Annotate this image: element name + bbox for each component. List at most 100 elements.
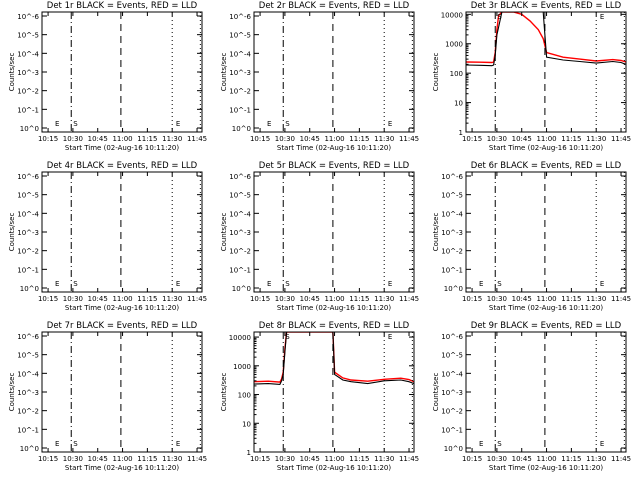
x-tick-label: 10:45: [88, 295, 108, 303]
plot-frame: [253, 11, 415, 133]
y-tick-label: 10^0: [444, 445, 463, 453]
plot-frame: [465, 331, 627, 453]
marker-label: S: [497, 440, 502, 448]
x-tick-label: 11:45: [187, 135, 207, 143]
x-tick-label: 10:45: [512, 135, 532, 143]
marker-label: E: [267, 120, 271, 128]
y-tick-label: 10^-2: [229, 88, 251, 96]
x-tick-label: 10:45: [512, 295, 532, 303]
chart-panel-4: Det 4r BLACK = Events, RED = LLD E S E 10:15…: [8, 161, 207, 312]
marker-label: E: [176, 440, 180, 448]
x-axis-label: Start Time (02-Aug-16 10:11:20): [277, 464, 391, 472]
y-tick-label: 10000: [441, 11, 463, 19]
chart-title: Det 8r BLACK = Events, RED = LLD: [259, 321, 410, 331]
y-tick-label: 10: [242, 420, 251, 428]
chart-panel-5: Det 5r BLACK = Events, RED = LLD E S E 10:15…: [220, 161, 419, 312]
x-axis-label: Start Time (02-Aug-16 10:11:20): [489, 144, 603, 152]
y-axis-label: Counts/sec: [8, 213, 16, 252]
plot-frame: [41, 11, 203, 133]
marker-label: S: [285, 280, 290, 288]
x-axis-label: Start Time (02-Aug-16 10:11:20): [277, 304, 391, 312]
y-axis-label: Counts/sec: [220, 213, 228, 252]
y-tick-label: 10^-5: [441, 192, 463, 200]
y-tick-label: 10^-2: [441, 408, 463, 416]
y-tick-label: 10^-3: [441, 389, 463, 397]
chart-title: Det 3r BLACK = Events, RED = LLD: [471, 1, 622, 11]
series-line-lld: [254, 332, 414, 383]
x-tick-label: 10:30: [275, 135, 295, 143]
y-tick-label: 1000: [445, 41, 463, 49]
x-tick-label: 10:15: [250, 135, 270, 143]
x-tick-label: 11:30: [162, 455, 182, 463]
plot-frame: [465, 11, 627, 133]
x-tick-label: 10:30: [63, 135, 83, 143]
y-tick-label: 10^-5: [17, 192, 39, 200]
x-tick-label: 11:30: [162, 295, 182, 303]
y-axis-label: Counts/sec: [220, 53, 228, 92]
y-tick-label: 10^-6: [229, 173, 251, 181]
x-tick-label: 10:30: [275, 455, 295, 463]
y-tick-label: 10^-4: [441, 370, 463, 378]
marker-label: S: [497, 280, 502, 288]
y-tick-label: 1: [247, 449, 251, 457]
x-tick-label: 11:45: [611, 135, 631, 143]
x-tick-label: 10:15: [38, 455, 58, 463]
x-tick-label: 11:30: [586, 135, 606, 143]
chart-title: Det 1r BLACK = Events, RED = LLD: [47, 1, 198, 11]
y-tick-label: 10^-4: [229, 50, 251, 58]
y-tick-label: 10^-3: [229, 229, 251, 237]
x-tick-label: 11:45: [399, 455, 419, 463]
y-tick-label: 10^-4: [229, 210, 251, 218]
y-axis-label: Counts/sec: [8, 373, 16, 412]
y-tick-label: 10^0: [20, 125, 39, 133]
marker-label: E: [55, 280, 59, 288]
y-tick-label: 10^-5: [229, 192, 251, 200]
marker-label: S: [497, 13, 502, 21]
x-tick-label: 10:15: [462, 295, 482, 303]
chart-title: Det 4r BLACK = Events, RED = LLD: [47, 161, 198, 171]
x-axis-label: Start Time (02-Aug-16 10:11:20): [489, 464, 603, 472]
y-tick-label: 10^-6: [17, 333, 39, 341]
y-tick-label: 10^-1: [17, 266, 39, 274]
x-tick-label: 10:15: [38, 135, 58, 143]
y-axis-label: Counts/sec: [8, 53, 16, 92]
y-tick-label: 10^-6: [17, 173, 39, 181]
x-tick-label: 11:30: [374, 295, 394, 303]
x-tick-label: 10:15: [250, 295, 270, 303]
y-tick-label: 100: [450, 70, 463, 78]
y-tick-label: 10^-5: [17, 32, 39, 40]
marker-label: S: [285, 333, 290, 341]
y-tick-label: 1000: [233, 363, 251, 371]
x-tick-label: 11:15: [349, 295, 369, 303]
x-tick-label: 11:15: [137, 135, 157, 143]
marker-label: E: [600, 280, 604, 288]
x-tick-label: 11:00: [324, 295, 344, 303]
y-tick-label: 10^-2: [229, 248, 251, 256]
marker-label: E: [600, 440, 604, 448]
y-tick-label: 10^0: [232, 125, 251, 133]
x-axis-label: Start Time (02-Aug-16 10:11:20): [65, 464, 179, 472]
x-tick-label: 10:15: [250, 455, 270, 463]
y-tick-label: 10^-3: [441, 229, 463, 237]
y-tick-label: 10^0: [232, 285, 251, 293]
x-tick-label: 10:30: [63, 295, 83, 303]
y-tick-label: 10^0: [444, 285, 463, 293]
y-tick-label: 10^-5: [17, 352, 39, 360]
chart-panel-9: Det 9r BLACK = Events, RED = LLD E S E 10:15…: [432, 321, 631, 472]
y-tick-label: 10^-5: [441, 352, 463, 360]
chart-title: Det 6r BLACK = Events, RED = LLD: [471, 161, 622, 171]
x-tick-label: 10:30: [63, 455, 83, 463]
x-axis-label: Start Time (02-Aug-16 10:11:20): [277, 144, 391, 152]
y-tick-label: 10^-1: [229, 106, 251, 114]
marker-label: E: [176, 280, 180, 288]
y-tick-label: 10^-1: [441, 426, 463, 434]
y-tick-label: 10^-1: [229, 266, 251, 274]
marker-label: E: [176, 120, 180, 128]
x-tick-label: 11:15: [561, 295, 581, 303]
x-tick-label: 10:15: [38, 295, 58, 303]
y-tick-label: 10000: [229, 334, 251, 342]
x-tick-label: 11:00: [112, 135, 132, 143]
x-tick-label: 11:15: [349, 455, 369, 463]
x-tick-label: 10:45: [300, 295, 320, 303]
